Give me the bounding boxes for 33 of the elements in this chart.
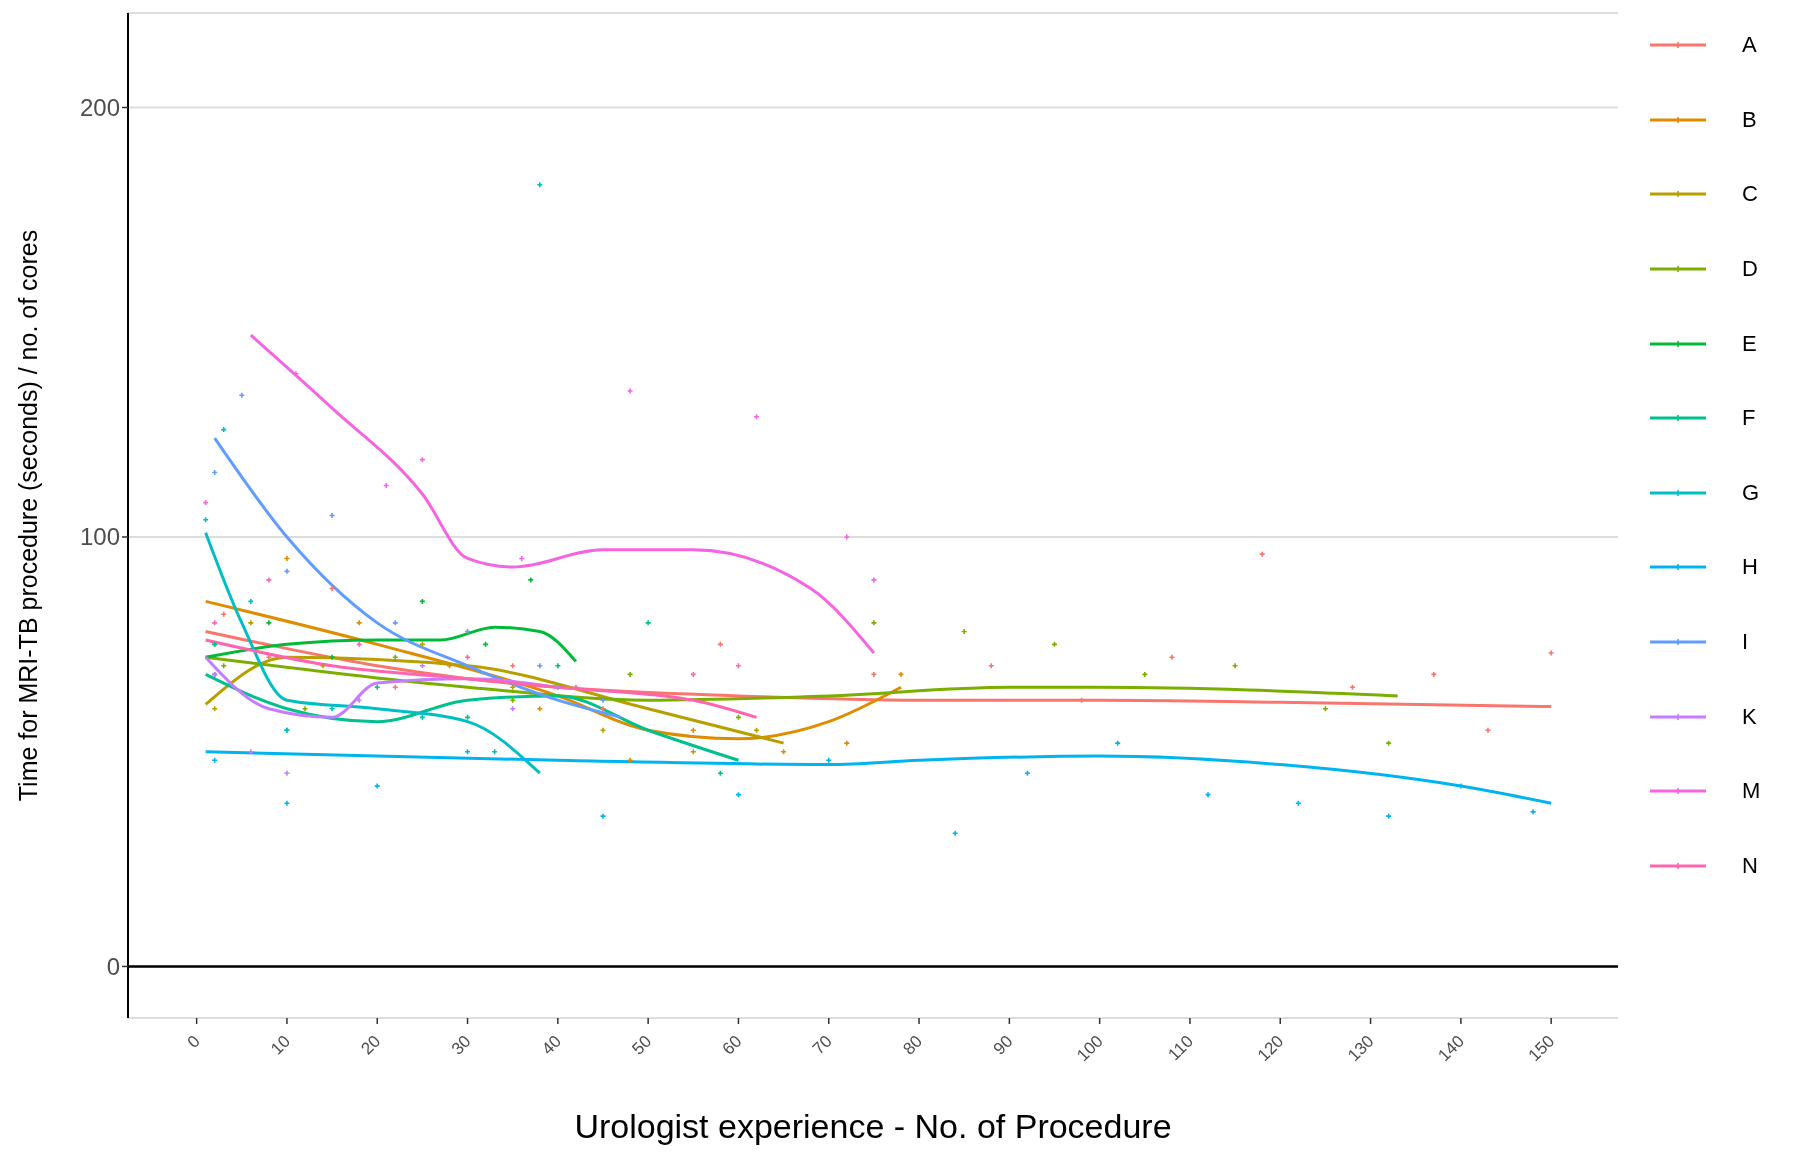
x-tick-label: 140: [1434, 1031, 1468, 1066]
legend-label: M: [1742, 778, 1761, 805]
legend-label: A: [1742, 32, 1757, 59]
legend-label: K: [1742, 703, 1757, 730]
x-tick-label: 120: [1253, 1031, 1288, 1066]
x-tick-label: 110: [1164, 1031, 1198, 1065]
x-tick-label: 150: [1524, 1031, 1559, 1066]
x-tick-label: 50: [628, 1031, 656, 1059]
x-tick-label: 30: [447, 1031, 475, 1059]
legend-label: F: [1742, 405, 1756, 432]
x-tick-label: 130: [1344, 1031, 1378, 1066]
x-tick-label: 20: [357, 1031, 385, 1059]
x-tick-label: 90: [989, 1031, 1017, 1059]
y-tick-label: 200: [79, 94, 120, 122]
x-tick-label: 80: [899, 1031, 927, 1059]
legend-label: I: [1742, 629, 1749, 656]
legend-label: D: [1742, 256, 1758, 283]
x-tick-label: 100: [1073, 1031, 1107, 1066]
legend-label: E: [1742, 330, 1757, 357]
legend-label: C: [1742, 181, 1758, 208]
x-tick-label: 70: [809, 1031, 836, 1059]
y-tick-label: 0: [106, 952, 120, 980]
x-tick-label: 0: [183, 1031, 204, 1052]
x-tick-label: 40: [538, 1031, 565, 1059]
y-tick-label: 100: [79, 523, 120, 551]
x-tick-label: 10: [267, 1031, 294, 1059]
y-axis-title: Time for MRI-TB procedure (seconds) / no. of cores: [13, 229, 42, 802]
x-tick-label: 60: [718, 1031, 746, 1059]
legend-label: N: [1742, 852, 1758, 879]
legend-label: G: [1742, 479, 1760, 506]
legend-label: H: [1742, 554, 1758, 581]
x-axis-title: Urologist experience - No. of Procedure: [574, 1107, 1172, 1145]
legend-label: B: [1742, 106, 1757, 133]
